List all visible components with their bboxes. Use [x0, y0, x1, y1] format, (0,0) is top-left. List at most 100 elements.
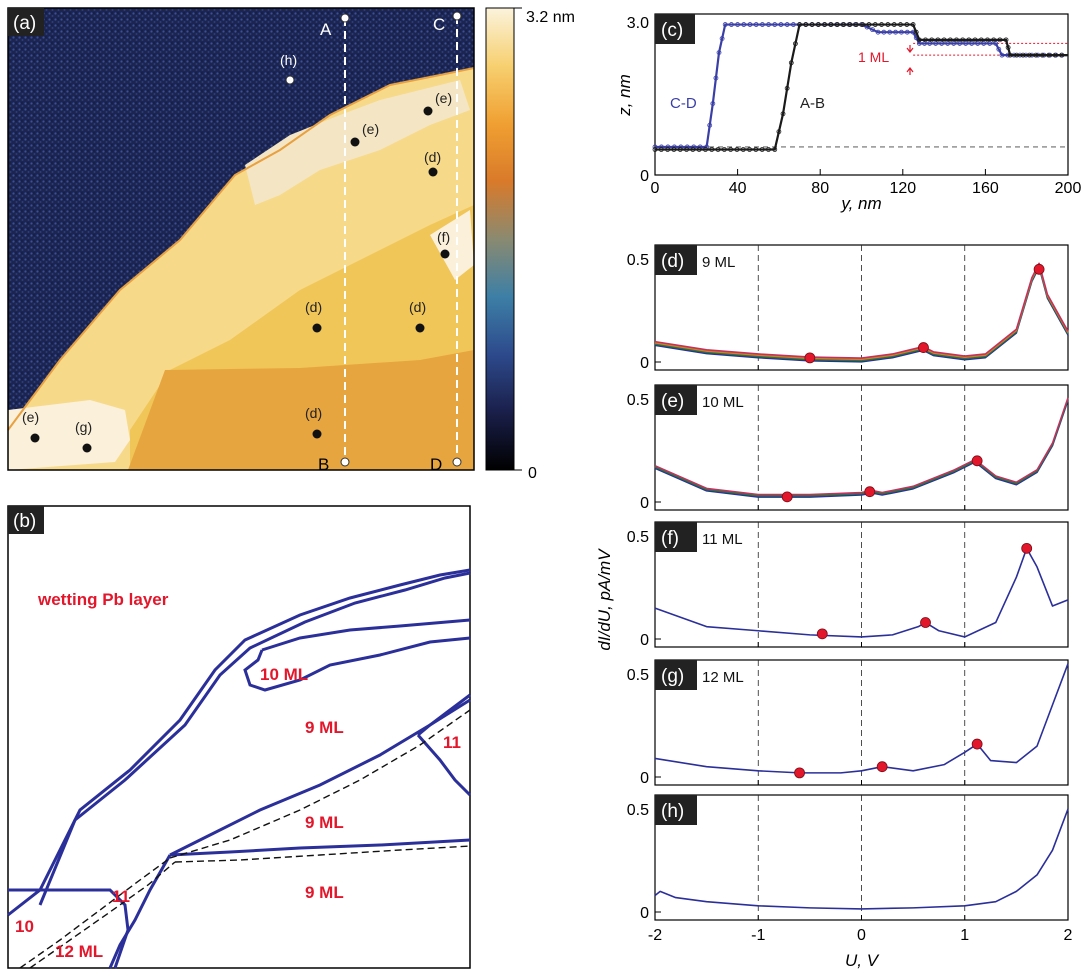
- spectrum-tag: (f): [661, 528, 679, 549]
- colorbar: [485, 7, 515, 471]
- y-tick-label: 0: [640, 770, 649, 787]
- peak-marker: [971, 738, 983, 750]
- label-9ml-upper: 9 ML: [305, 718, 344, 737]
- data-point-a-b: [913, 29, 919, 35]
- point-e1: (e): [423, 90, 452, 116]
- data-point-a-b: [960, 37, 966, 43]
- spectrum-tag: (h): [661, 801, 684, 822]
- data-point-c-d: [735, 22, 740, 27]
- data-point-c-d: [766, 22, 771, 27]
- peak-marker: [876, 761, 888, 773]
- x-axis-label: y, nm: [840, 194, 881, 213]
- spectrum-curve: [654, 399, 1069, 498]
- data-point-a-b: [690, 147, 696, 152]
- data-point-a-b: [747, 147, 752, 152]
- thickness-label: 11 ML: [702, 531, 743, 548]
- point-e2: (e): [350, 121, 379, 147]
- data-point-a-b: [891, 22, 897, 27]
- data-point-c-d: [772, 22, 778, 27]
- label-11-right: 11: [443, 733, 461, 752]
- spectrum-tag: (d): [661, 251, 684, 272]
- spectrum-curve: [654, 547, 1069, 638]
- y-tick-label: 3.0: [627, 15, 649, 32]
- endpoint-b: [340, 457, 350, 467]
- peak-marker: [971, 455, 983, 467]
- data-point-a-b: [828, 22, 834, 27]
- data-point-a-b: [671, 147, 677, 152]
- data-point-a-b: [1005, 45, 1011, 50]
- data-point-a-b: [797, 22, 802, 27]
- data-point-a-b: [898, 22, 903, 27]
- data-point-a-b: [1039, 52, 1045, 58]
- data-point-c-d: [916, 41, 922, 46]
- data-point-a-b: [715, 147, 721, 152]
- data-point-a-b: [885, 22, 891, 27]
- data-point-c-d: [957, 41, 963, 46]
- spectrum-tag-bg: [655, 522, 697, 552]
- data-point-a-b: [935, 37, 941, 43]
- point-d1: (d): [424, 149, 441, 177]
- svg-text:(e): (e): [435, 90, 452, 106]
- data-point-c-d: [759, 22, 765, 27]
- series-line-a-b: [655, 23, 1068, 151]
- data-point-c-d: [993, 41, 999, 46]
- label-10ml: 10 ML: [260, 665, 308, 684]
- peak-marker: [804, 352, 816, 364]
- svg-text:(e): (e): [22, 409, 39, 425]
- peak-marker: [794, 767, 805, 779]
- x-tick-label: 80: [811, 180, 829, 197]
- data-point-a-b: [703, 147, 708, 152]
- data-point-c-d: [870, 27, 875, 33]
- label-10-left: 10: [15, 917, 34, 936]
- ml-annotation: 1 ML: [858, 49, 889, 65]
- data-point-a-b: [822, 22, 828, 27]
- data-point-a-b: [835, 22, 840, 27]
- panel-c-height-profile: C-D A-B 1 ML 0 40 80 120 160 200 0 3.0 y, nm z, nm (c…: [615, 13, 1081, 213]
- label-9ml-middle: 9 ML: [305, 813, 344, 832]
- panel-c-tag-bg: [655, 14, 695, 44]
- peak-marker: [781, 491, 793, 503]
- data-point-a-b: [1027, 52, 1032, 58]
- panel-a-tag-bg: [8, 8, 44, 36]
- label-12ml: 12 ML: [55, 942, 103, 961]
- data-point-a-b: [753, 147, 759, 152]
- point-d3: (d): [409, 299, 426, 333]
- spectrum-panel-h: 0 0.5 (h): [627, 794, 1069, 922]
- peak-marker: [816, 628, 828, 640]
- data-point-a-b: [652, 147, 658, 152]
- series-line-c-d: [655, 23, 1068, 149]
- label-b: B: [318, 455, 329, 474]
- panel-a-frame: [7, 7, 475, 471]
- wetting-edge: [7, 67, 475, 431]
- spectrum-tag: (e): [661, 391, 684, 412]
- data-point-a-b: [709, 147, 715, 152]
- data-point-c-d: [951, 41, 957, 46]
- x-tick-label: 40: [729, 180, 747, 197]
- y-tick-label: 0: [640, 495, 649, 512]
- colorbar-max-label: 3.2 nm: [526, 9, 575, 26]
- panel-b-tag: (b): [13, 511, 36, 532]
- svg-text:(d): (d): [409, 299, 426, 315]
- data-point-c-d: [753, 22, 759, 27]
- peak-marker: [1033, 263, 1045, 275]
- data-point-c-d: [747, 22, 753, 27]
- data-point-a-b: [1003, 37, 1009, 43]
- data-point-a-b: [841, 22, 847, 27]
- data-point-c-d: [981, 41, 987, 46]
- panel-b: wetting Pb layer 10 ML 9 ML 11 9 ML 9 ML…: [7, 505, 472, 969]
- data-point-a-b: [772, 147, 778, 152]
- data-point-a-b: [788, 60, 794, 66]
- data-point-c-d: [969, 41, 975, 46]
- point-f: (f): [437, 229, 450, 259]
- data-point-a-b: [809, 22, 815, 27]
- data-point-a-b: [941, 37, 947, 43]
- svg-text:(d): (d): [305, 405, 322, 421]
- data-point-c-d: [927, 41, 933, 46]
- data-point-a-b: [972, 37, 978, 43]
- data-point-a-b: [860, 22, 866, 27]
- data-point-a-b: [985, 37, 990, 43]
- panel-a-tag: (a): [13, 13, 36, 34]
- y-axis-label: dI/dU, pA/mV: [595, 548, 614, 651]
- endpoint-c: [452, 11, 462, 21]
- terrace-12ml: [8, 400, 130, 470]
